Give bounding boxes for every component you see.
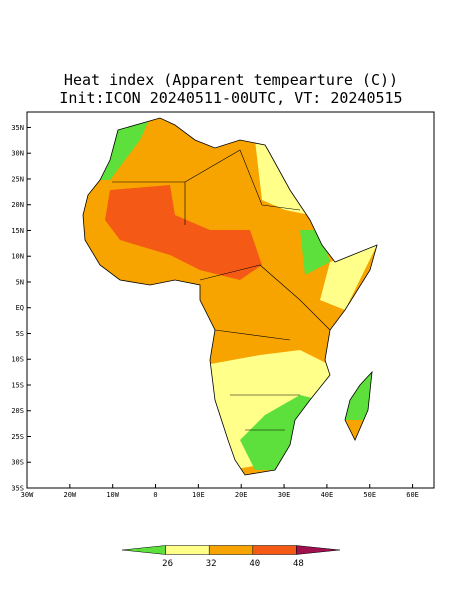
colorbar-segment [165, 545, 210, 555]
lon-tick-label: 40E [321, 491, 334, 499]
colorbar-label: 32 [206, 559, 217, 569]
africa-heat-field [83, 118, 377, 475]
borders [112, 149, 331, 431]
colorbar-segment [252, 545, 297, 555]
colorbar-segment [121, 545, 166, 555]
lat-tick-label: 25N [11, 175, 24, 183]
lon-tick-label: 60E [406, 491, 419, 499]
lat-tick-label: 30N [11, 150, 24, 158]
colorbar-label: 48 [293, 559, 304, 569]
lon-tick-label: 20E [235, 491, 248, 499]
lon-tick-label: 30E [278, 491, 291, 499]
lat-tick-label: 20N [11, 201, 24, 209]
lat-tick-label: 35S [11, 485, 24, 493]
lat-tick-label: 20S [11, 407, 24, 415]
lon-tick-label: 10E [192, 491, 205, 499]
colorbar-segment [296, 545, 341, 555]
lon-tick-label: 30W [21, 491, 34, 499]
lat-tick-label: 30S [11, 459, 24, 467]
map-frame [26, 111, 435, 489]
lat-tick-label: 35N [11, 124, 24, 132]
lat-tick-label: 10N [11, 253, 24, 261]
lon-tick-label: 20W [64, 491, 77, 499]
colorbar-label: 40 [249, 559, 260, 569]
lat-tick-label: 15S [11, 381, 24, 389]
colorbar-segment [208, 545, 254, 555]
lat-tick-label: 25S [11, 433, 24, 441]
lon-tick-label: 10W [106, 491, 119, 499]
lat-tick-label: EQ [16, 304, 24, 312]
map-title: Heat index (Apparent tempearture (C)) [64, 71, 398, 89]
lat-tick-label: 10S [11, 356, 24, 364]
lon-tick-label: 50E [363, 491, 376, 499]
lat-tick-label: 5N [16, 278, 24, 286]
colorbar-label: 26 [162, 559, 173, 569]
lon-tick-label: 0 [153, 491, 157, 499]
lat-tick-label: 15N [11, 227, 24, 235]
lat-tick-label: 5S [16, 330, 24, 338]
coastline [82, 117, 378, 476]
map-subtitle: Init:ICON 20240511-00UTC, VT: 20240515 [59, 89, 402, 107]
